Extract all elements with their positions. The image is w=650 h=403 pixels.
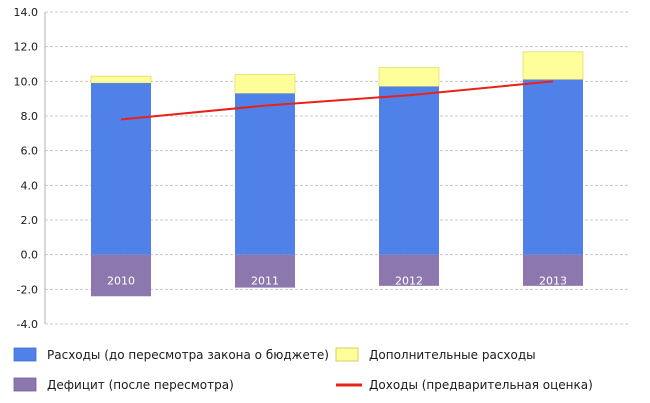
legend: Расходы (до пересмотра закона о бюджете)…	[13, 347, 593, 392]
legend-swatch	[13, 377, 37, 392]
legend-swatch	[13, 347, 37, 362]
legend-swatch	[335, 347, 359, 362]
x-category-label: 2013	[539, 275, 567, 288]
expenses-bar	[523, 79, 583, 255]
x-category-label: 2010	[107, 275, 135, 288]
additional-expenses-bar	[522, 51, 584, 80]
y-tick-label: 10.0	[14, 75, 39, 88]
revenue-line	[120, 80, 554, 121]
legend-label: Расходы (до пересмотра закона о бюджете)	[47, 348, 329, 362]
legend-label: Дефицит (после пересмотра)	[47, 378, 234, 392]
y-axis: 14.0 12.0 10.0 8.0 6.0 4.0 2.0 0.0 -2.0 -4.0	[14, 6, 46, 331]
expenses-bar	[379, 86, 439, 255]
deficit-bar	[235, 254, 295, 288]
expenses-bar	[91, 83, 151, 255]
y-tick-label: 4.0	[21, 179, 39, 192]
additional-expenses-bar	[234, 74, 296, 94]
additional-expenses-bar	[378, 67, 440, 87]
revenue-line-path	[120, 80, 554, 121]
x-category-labels: 2010 2011 2012 2013	[107, 275, 567, 288]
x-category-label: 2011	[251, 275, 279, 288]
bars	[90, 51, 584, 297]
y-tick-label: -4.0	[17, 318, 38, 331]
y-tick-label: 12.0	[14, 41, 39, 54]
deficit-bar	[523, 254, 583, 286]
x-category-label: 2012	[395, 275, 423, 288]
y-tick-label: 0.0	[21, 249, 39, 262]
legend-label: Дополнительные расходы	[369, 348, 536, 362]
legend-label: Доходы (предварительная оценка)	[369, 378, 593, 392]
y-tick-label: 8.0	[21, 110, 39, 123]
additional-expenses-bar	[90, 75, 152, 84]
y-tick-label: -2.0	[17, 283, 38, 296]
y-tick-label: 2.0	[21, 214, 39, 227]
deficit-bar	[91, 254, 151, 297]
y-tick-label: 14.0	[14, 6, 39, 19]
y-tick-label: 6.0	[21, 145, 39, 158]
expenses-bar	[235, 93, 295, 255]
deficit-bar	[379, 254, 439, 286]
